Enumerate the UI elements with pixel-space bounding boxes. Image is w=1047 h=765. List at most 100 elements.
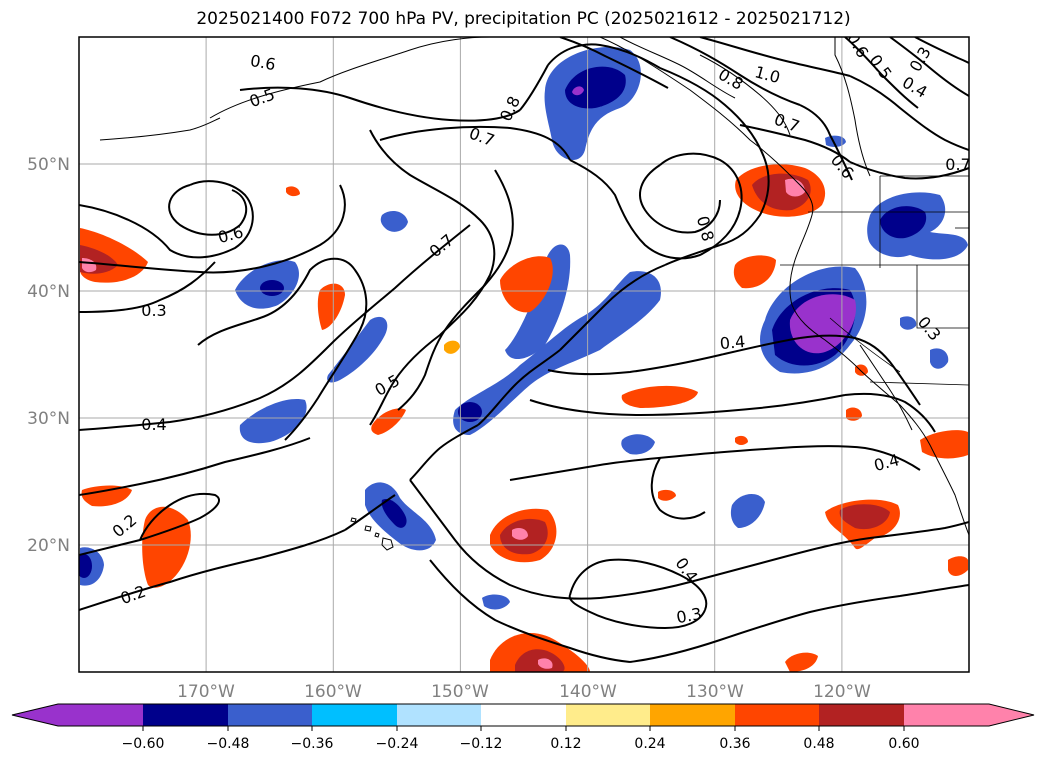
colorbar-extend-low [12, 704, 58, 726]
pv-contour [79, 261, 216, 313]
pv-contour [79, 224, 471, 431]
pv-contour [629, 595, 901, 663]
precip-positive-area [142, 506, 191, 588]
lat-tick-label: 30°N [27, 409, 70, 429]
precip-positive-area [371, 408, 406, 435]
coastline [859, 344, 913, 431]
contour-label: 0.4 [141, 415, 166, 434]
precip-positive-area [735, 435, 748, 445]
pv-contour [849, 75, 969, 151]
contour-label: 0.6 [249, 51, 277, 74]
pv-contour [844, 37, 919, 109]
colorbar-outline [11, 703, 1035, 727]
precipitation-shading [79, 46, 968, 672]
border-line [916, 265, 969, 329]
contour-label: 0.2 [118, 582, 148, 609]
precip-negative-area [239, 399, 307, 444]
precip-negative-core [79, 554, 92, 578]
colorbar-segment [58, 704, 143, 726]
contour-label: 0.3 [141, 301, 166, 320]
pv-contour [409, 479, 601, 600]
precip-negative-core [565, 66, 626, 109]
colorbar-segment [228, 704, 312, 726]
pv-contour [844, 392, 936, 433]
pv-contour [659, 67, 770, 246]
lon-tick-label: 120°W [813, 682, 871, 702]
colorbar-segment [735, 704, 819, 726]
pv-contour [547, 337, 801, 376]
coastline [209, 37, 491, 119]
island [374, 532, 380, 538]
coastlines [99, 37, 969, 536]
contour-label: 0.4 [872, 450, 902, 475]
pv-contour [869, 521, 969, 539]
pv-contour [569, 159, 741, 260]
pv-contour [639, 164, 721, 234]
pv-contour [650, 457, 706, 520]
precip-negative-area [380, 210, 408, 232]
pv-contour [197, 257, 368, 441]
contour-label: 0.5 [865, 51, 895, 83]
contour-label: 0.7 [945, 155, 970, 174]
pv-contour [79, 492, 220, 556]
map-title: 2025021400 F072 700 hPa PV, precipitatio… [196, 9, 851, 29]
contour-label: 0.4 [719, 332, 746, 353]
pv-contour [429, 559, 631, 663]
island [350, 517, 357, 523]
pv-contour [739, 124, 851, 163]
pv-contour [779, 445, 921, 471]
pv-contour [664, 244, 721, 266]
precip-positive-area [658, 489, 676, 501]
lon-tick-label: 160°W [304, 682, 362, 702]
pv-contour [79, 184, 346, 274]
contour-label: 0.3 [906, 43, 935, 75]
colorbar-extend-high [989, 704, 1034, 726]
precip-positive-area [286, 186, 300, 197]
pv-contour [914, 37, 969, 64]
border-line [869, 381, 969, 386]
contour-label: 0.3 [675, 604, 703, 627]
pv-contour [369, 129, 496, 381]
colorbar-tick-label: 0.24 [634, 736, 665, 752]
precip-positive-area [317, 283, 345, 330]
pv-contour [889, 37, 969, 97]
precip-negative-area [900, 316, 917, 330]
pv-contour [659, 152, 743, 211]
precip-negative-area [482, 594, 510, 610]
precip-negative-core [381, 499, 407, 528]
colorbar-tick-label: −0.12 [460, 736, 503, 752]
colorbar-segment [143, 704, 228, 726]
precip-negative-core [880, 206, 927, 239]
pv-contours [79, 37, 969, 663]
map-gridlines [79, 37, 969, 672]
precip-negative-peak [789, 294, 856, 354]
pv-contour [519, 64, 549, 111]
coastline [699, 54, 791, 136]
precip-negative-area [930, 348, 949, 369]
precip-positive-core [839, 504, 890, 530]
colorbar-tick-label: −0.24 [376, 736, 419, 752]
colorbar-tick-label: 0.12 [550, 736, 581, 752]
precip-positive-peak [512, 528, 528, 540]
pv-contour [397, 329, 446, 411]
precip-positive-area [500, 256, 553, 313]
contour-label: 1.0 [753, 62, 783, 87]
pv-contour [599, 537, 871, 599]
contour-label: 0.6 [843, 29, 872, 61]
pv-contour [79, 437, 311, 496]
pv-contour [799, 104, 853, 181]
precip-negative-area [825, 135, 846, 147]
island [381, 537, 394, 551]
pv-contour [799, 334, 921, 406]
contour-label: 0.8 [496, 93, 524, 124]
pv-contour [559, 264, 666, 351]
pv-contour [509, 447, 781, 481]
precip-positive-area [920, 430, 968, 459]
pv-contour [669, 37, 801, 106]
colorbar-segment [397, 704, 481, 726]
colorbar-tick-label: 0.60 [888, 736, 919, 752]
pv-contour [529, 394, 846, 417]
pv-contour [444, 169, 514, 331]
pv-contour [344, 494, 396, 531]
